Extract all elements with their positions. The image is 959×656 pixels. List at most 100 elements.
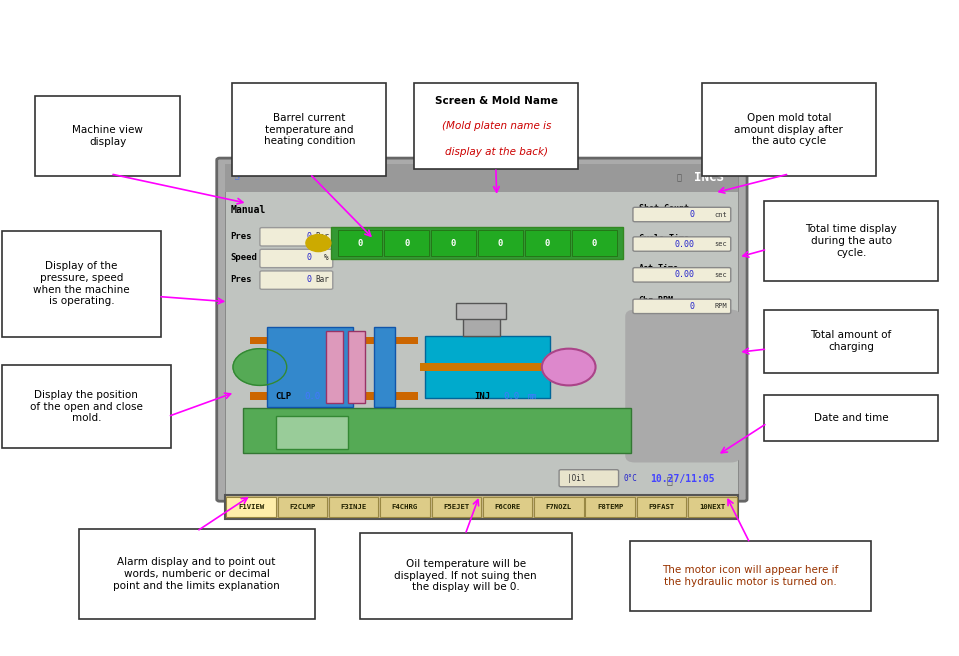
Text: RPM: RPM <box>714 303 727 310</box>
Text: ☞: ☞ <box>233 173 242 183</box>
FancyBboxPatch shape <box>463 312 500 336</box>
FancyBboxPatch shape <box>276 416 348 449</box>
Text: 10NEXT: 10NEXT <box>700 504 726 510</box>
FancyBboxPatch shape <box>326 331 343 403</box>
FancyBboxPatch shape <box>585 497 635 517</box>
FancyBboxPatch shape <box>260 249 333 268</box>
Text: F2CLMP: F2CLMP <box>290 504 316 510</box>
FancyBboxPatch shape <box>348 331 365 403</box>
Text: 0: 0 <box>307 253 312 262</box>
FancyBboxPatch shape <box>225 495 738 519</box>
FancyBboxPatch shape <box>633 237 731 251</box>
Text: F9FAST: F9FAST <box>648 504 674 510</box>
FancyBboxPatch shape <box>414 83 578 169</box>
Text: CLP: CLP <box>275 392 292 401</box>
FancyBboxPatch shape <box>432 230 477 256</box>
Text: Act.Time: Act.Time <box>639 264 679 274</box>
Text: INCS: INCS <box>694 171 724 184</box>
FancyBboxPatch shape <box>534 497 583 517</box>
FancyBboxPatch shape <box>764 201 938 281</box>
FancyBboxPatch shape <box>225 164 738 192</box>
FancyBboxPatch shape <box>633 299 731 314</box>
Text: Pres: Pres <box>230 232 251 241</box>
FancyBboxPatch shape <box>331 227 623 259</box>
Text: Screen & Mold Name: Screen & Mold Name <box>434 96 558 106</box>
Text: Total time display
during the auto
cycle.: Total time display during the auto cycle… <box>806 224 897 258</box>
Text: 0: 0 <box>307 275 312 284</box>
FancyBboxPatch shape <box>2 231 161 337</box>
FancyBboxPatch shape <box>381 497 430 517</box>
Text: The motor icon will appear here if
the hydraulic motor is turned on.: The motor icon will appear here if the h… <box>663 565 838 586</box>
Text: 0: 0 <box>690 302 694 311</box>
Text: Date and time: Date and time <box>814 413 888 423</box>
FancyBboxPatch shape <box>572 230 617 256</box>
FancyBboxPatch shape <box>550 360 571 373</box>
FancyBboxPatch shape <box>250 337 418 344</box>
Text: Bar: Bar <box>316 275 329 284</box>
FancyBboxPatch shape <box>478 230 523 256</box>
Text: Display of the
pressure, speed
when the machine
is operating.: Display of the pressure, speed when the … <box>34 261 129 306</box>
FancyBboxPatch shape <box>35 96 180 176</box>
Text: mm: mm <box>527 392 537 401</box>
FancyBboxPatch shape <box>702 83 876 176</box>
Text: (Mold platen name is: (Mold platen name is <box>441 121 551 131</box>
Text: 0: 0 <box>358 239 363 247</box>
Text: sec: sec <box>714 241 727 247</box>
FancyBboxPatch shape <box>559 470 619 487</box>
FancyBboxPatch shape <box>2 365 171 448</box>
Text: INJ: INJ <box>475 392 491 401</box>
FancyBboxPatch shape <box>764 310 938 373</box>
Text: Shot Count: Shot Count <box>639 204 689 213</box>
FancyBboxPatch shape <box>260 228 333 246</box>
Text: F3INJE: F3INJE <box>340 504 366 510</box>
FancyBboxPatch shape <box>374 327 395 407</box>
FancyBboxPatch shape <box>226 497 276 517</box>
Text: display at the back): display at the back) <box>445 147 548 157</box>
FancyBboxPatch shape <box>482 497 532 517</box>
Text: Machine view
display: Machine view display <box>73 125 143 147</box>
FancyBboxPatch shape <box>232 83 386 176</box>
Text: 0: 0 <box>451 239 456 247</box>
Text: 0.0: 0.0 <box>503 392 520 401</box>
Text: 0: 0 <box>307 232 312 241</box>
Text: F8TEMP: F8TEMP <box>597 504 623 510</box>
Text: |Oil: |Oil <box>567 474 585 483</box>
Text: 0: 0 <box>690 210 694 219</box>
Text: Chg.RPM: Chg.RPM <box>639 296 673 305</box>
FancyBboxPatch shape <box>625 310 740 462</box>
FancyBboxPatch shape <box>225 164 738 495</box>
FancyBboxPatch shape <box>226 497 276 517</box>
Text: Oil temperature will be
displayed. If not suing then
the display will be 0.: Oil temperature will be displayed. If no… <box>394 559 537 592</box>
FancyBboxPatch shape <box>278 497 327 517</box>
FancyBboxPatch shape <box>338 230 383 256</box>
FancyBboxPatch shape <box>250 392 418 400</box>
Text: %: % <box>324 253 329 262</box>
FancyBboxPatch shape <box>79 529 315 619</box>
Text: F5EJET: F5EJET <box>443 504 469 510</box>
Text: mm: mm <box>328 392 338 401</box>
FancyBboxPatch shape <box>217 158 747 501</box>
Text: Alarm display and to point out
words, numberic or decimal
point and the limits e: Alarm display and to point out words, nu… <box>113 558 280 590</box>
Text: F7NOZL: F7NOZL <box>546 504 572 510</box>
FancyBboxPatch shape <box>633 268 731 282</box>
Circle shape <box>542 349 596 385</box>
Text: F6CORE: F6CORE <box>495 504 521 510</box>
Text: 0°C: 0°C <box>623 474 637 483</box>
FancyBboxPatch shape <box>329 497 378 517</box>
FancyBboxPatch shape <box>267 327 353 407</box>
FancyBboxPatch shape <box>764 395 938 441</box>
Text: 0: 0 <box>498 239 503 247</box>
Circle shape <box>306 235 331 252</box>
FancyBboxPatch shape <box>385 230 430 256</box>
FancyBboxPatch shape <box>525 230 570 256</box>
Text: Cycle Time: Cycle Time <box>639 234 689 243</box>
FancyBboxPatch shape <box>260 271 333 289</box>
Text: Pres: Pres <box>230 275 251 284</box>
Text: 0: 0 <box>545 239 550 247</box>
Text: 0.00: 0.00 <box>674 239 694 249</box>
FancyBboxPatch shape <box>432 497 481 517</box>
Text: 0.0: 0.0 <box>304 392 320 401</box>
Text: cnt: cnt <box>714 211 727 218</box>
Text: 🔍: 🔍 <box>676 173 681 182</box>
FancyBboxPatch shape <box>633 207 731 222</box>
